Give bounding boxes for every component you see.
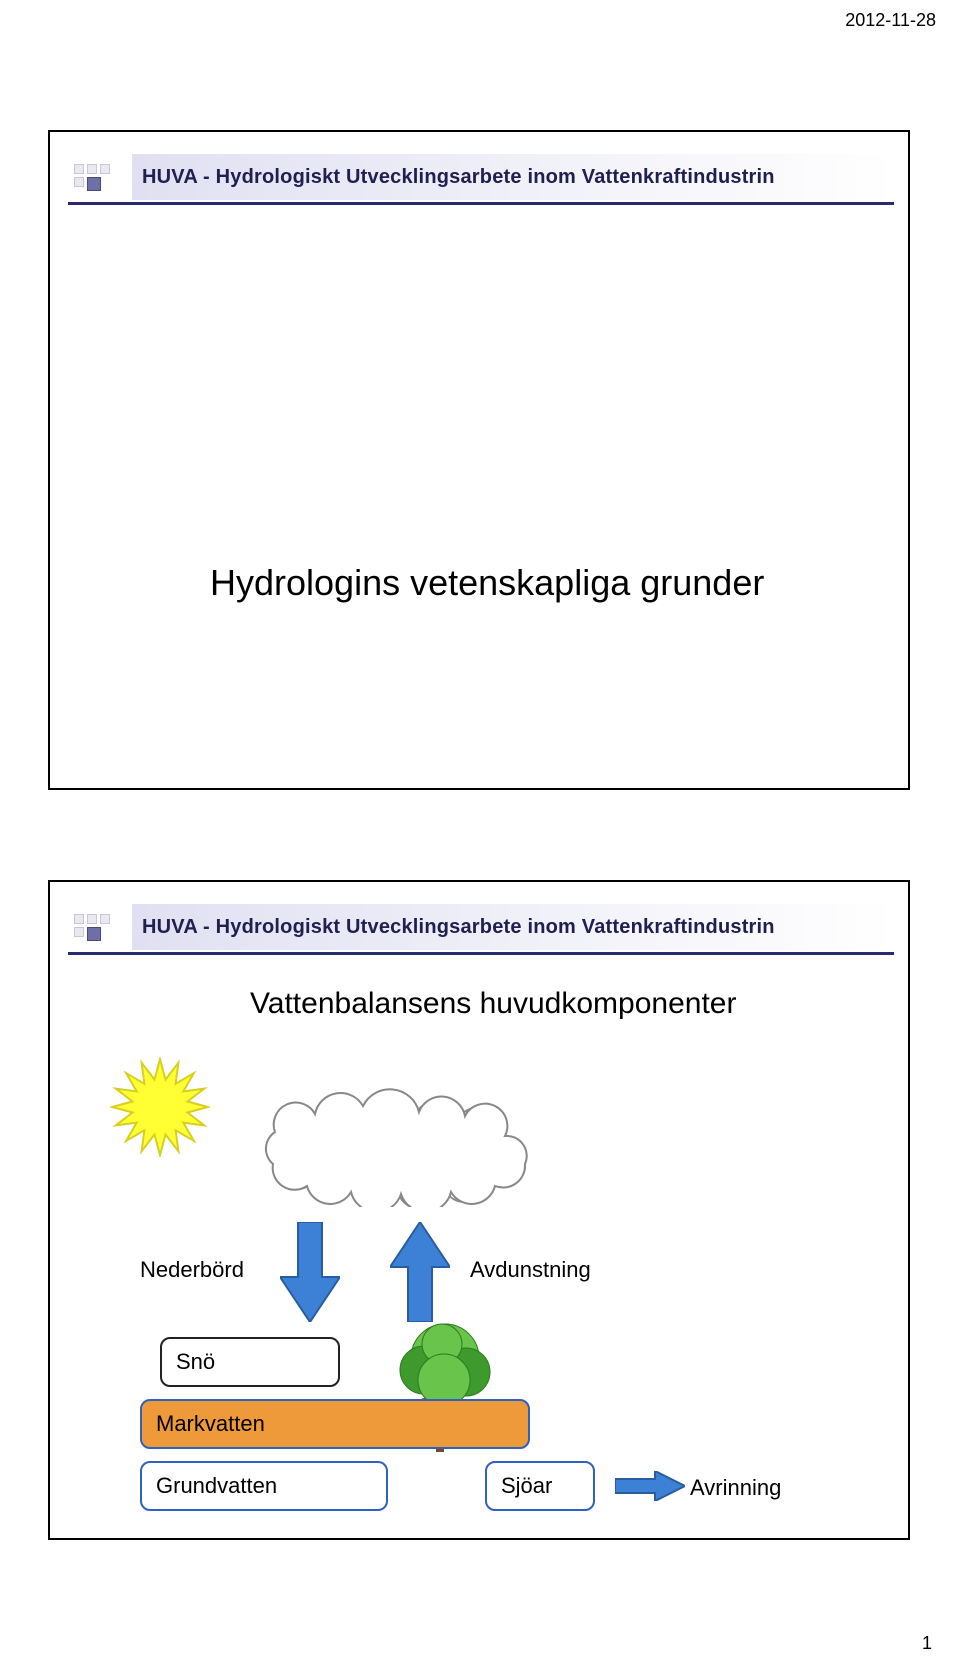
slide1-title: Hydrologins vetenskapliga grunder xyxy=(210,562,764,604)
slide-banner: HUVA - Hydrologiskt Utvecklingsarbete in… xyxy=(68,154,894,200)
box-sjoar: Sjöar xyxy=(485,1461,595,1511)
arrow-up-icon xyxy=(390,1222,450,1322)
box-sno-label: Snö xyxy=(176,1349,215,1375)
label-avrinning: Avrinning xyxy=(690,1475,781,1501)
banner-underline xyxy=(68,952,894,955)
slide-banner: HUVA - Hydrologiskt Utvecklingsarbete in… xyxy=(68,904,894,950)
banner-bullet-icon xyxy=(68,904,132,950)
water-balance-diagram: Nederbörd Avdunstning Snö Markvatten Gru… xyxy=(50,1027,912,1527)
arrow-right-icon xyxy=(615,1471,685,1501)
sun-icon xyxy=(110,1057,210,1157)
slide-1-frame: HUVA - Hydrologiskt Utvecklingsarbete in… xyxy=(48,130,910,790)
slide-2-frame: HUVA - Hydrologiskt Utvecklingsarbete in… xyxy=(48,880,910,1540)
date-header: 2012-11-28 xyxy=(845,10,936,31)
box-grundvatten: Grundvatten xyxy=(140,1461,388,1511)
box-sjoar-label: Sjöar xyxy=(501,1473,552,1499)
banner-title: HUVA - Hydrologiskt Utvecklingsarbete in… xyxy=(132,154,894,200)
banner-title: HUVA - Hydrologiskt Utvecklingsarbete in… xyxy=(132,904,894,950)
arrow-down-icon xyxy=(280,1222,340,1322)
cloud-icon xyxy=(220,1072,580,1207)
box-markvatten-label: Markvatten xyxy=(156,1411,265,1437)
banner-underline xyxy=(68,202,894,205)
slide2-title: Vattenbalansens huvudkomponenter xyxy=(250,987,736,1021)
box-markvatten: Markvatten xyxy=(140,1399,530,1449)
page-number: 1 xyxy=(922,1633,932,1654)
box-sno: Snö xyxy=(160,1337,340,1387)
banner-bullet-icon xyxy=(68,154,132,200)
box-grundvatten-label: Grundvatten xyxy=(156,1473,277,1499)
label-nederbord: Nederbörd xyxy=(140,1257,244,1283)
label-avdunstning: Avdunstning xyxy=(470,1257,591,1283)
